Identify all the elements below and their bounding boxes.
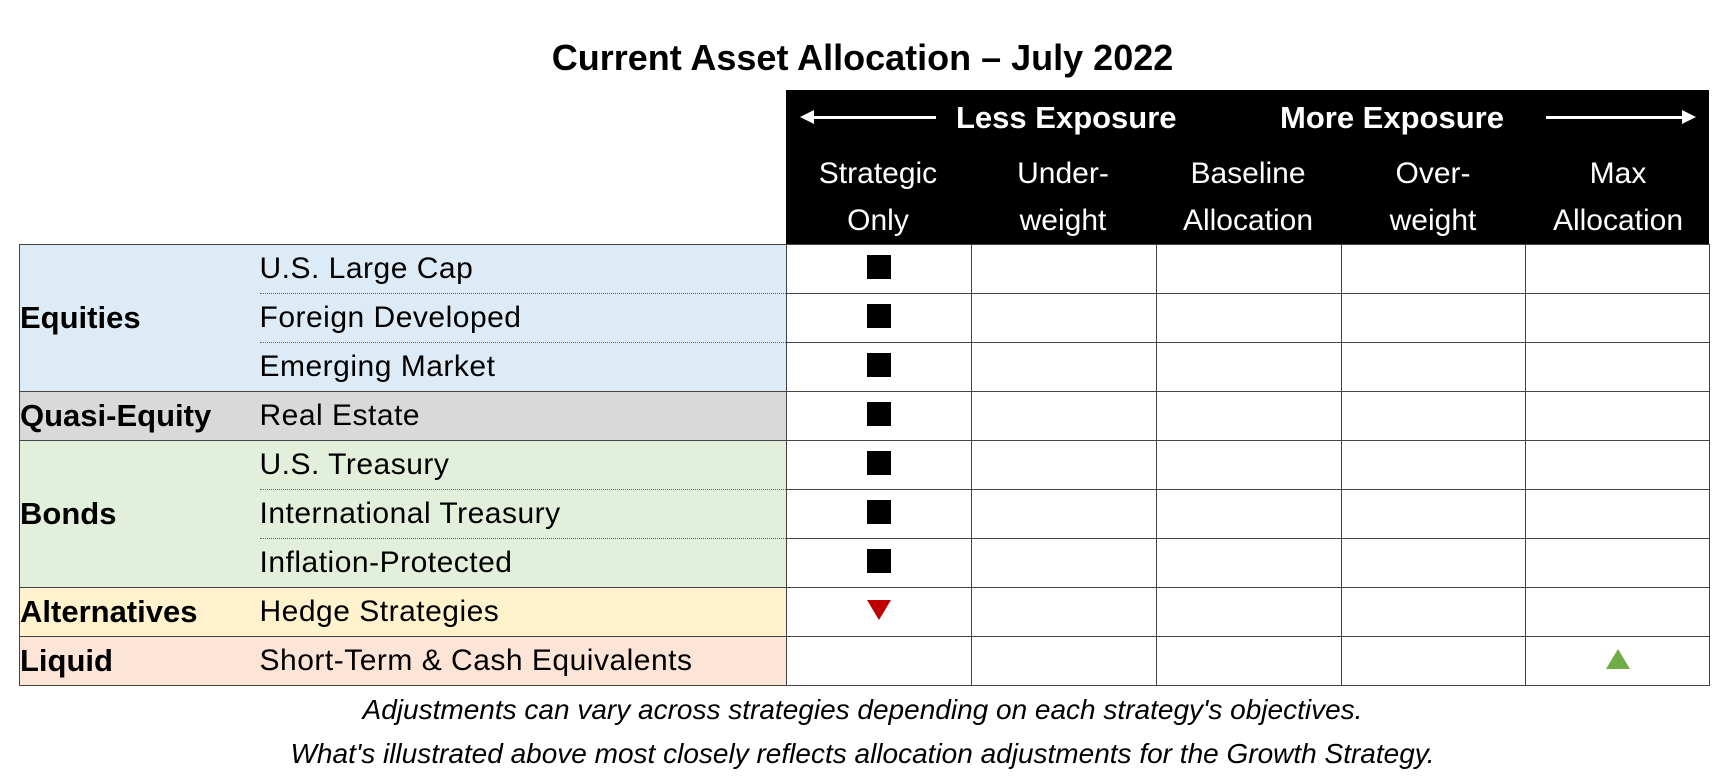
column-header-max-allocation: Max Allocation: [1552, 157, 1684, 237]
row-label: Short-Term & Cash Equivalents: [259, 636, 787, 686]
table-row: Emerging Market: [20, 342, 1710, 392]
category-bonds: Bonds: [19, 440, 260, 588]
column-header-strategic-only: Strategic Only: [818, 157, 938, 237]
column-header-overweight: Over-weight: [1389, 157, 1477, 237]
down-triangle-icon: [867, 599, 891, 620]
row-label: Hedge Strategies: [259, 587, 787, 637]
square-marker-icon: [867, 450, 891, 475]
square-marker-icon: [867, 303, 891, 328]
arrow-left-icon: [800, 110, 814, 124]
exposure-header: Less Exposure More Exposure Strategic Onl…: [786, 90, 1709, 244]
page-title: Current Asset Allocation – July 2022: [551, 37, 1174, 78]
table-row: Inflation-Protected: [20, 538, 1710, 588]
category-liquid: Liquid: [19, 636, 260, 686]
square-marker-icon: [867, 548, 891, 573]
up-triangle-icon: [1605, 648, 1630, 669]
square-marker-icon: [867, 254, 891, 279]
row-label: U.S. Large Cap: [259, 244, 787, 294]
table-row: Equities U.S. Large Cap: [19, 244, 1710, 392]
arrow-left-line: [812, 116, 936, 119]
allocation-table: Equities U.S. Large Cap Foreign Develope…: [19, 244, 1710, 686]
category-quasi-equity: Quasi-Equity: [19, 391, 260, 441]
more-exposure-label: More Exposure: [1280, 100, 1504, 135]
column-header-baseline-allocation: Baseline Allocation: [1182, 157, 1314, 237]
less-exposure-label: Less Exposure: [956, 100, 1177, 135]
category-equities: Equities: [19, 244, 260, 392]
row-label: Foreign Developed: [259, 293, 787, 343]
row-label: Real Estate: [259, 391, 787, 441]
row-label: Emerging Market: [259, 342, 787, 392]
table-row: Alternatives Hedge Strategies: [19, 587, 1710, 637]
arrow-right-line: [1546, 116, 1686, 119]
table-row: Quasi-Equity Real Estate: [19, 391, 1710, 441]
square-marker-icon: [867, 499, 891, 524]
row-label: Inflation-Protected: [259, 538, 787, 588]
column-header-underweight: Under-weight: [1017, 157, 1109, 237]
square-marker-icon: [867, 401, 891, 426]
row-label: U.S. Treasury: [259, 440, 787, 490]
footnote-line-1: Adjustments can vary across strategies d…: [362, 694, 1363, 725]
arrow-right-icon: [1682, 110, 1696, 124]
category-alternatives: Alternatives: [19, 587, 260, 637]
table-row: Liquid Short-Term & Cash Equivalents: [19, 636, 1710, 686]
footnote-line-2: What's illustrated above most closely re…: [290, 738, 1435, 769]
table-row: Bonds U.S. Treasury: [19, 440, 1710, 588]
table-row: Foreign Developed: [20, 293, 1710, 343]
table-row: International Treasury: [20, 489, 1710, 539]
row-label: International Treasury: [259, 489, 787, 539]
square-marker-icon: [867, 352, 891, 377]
